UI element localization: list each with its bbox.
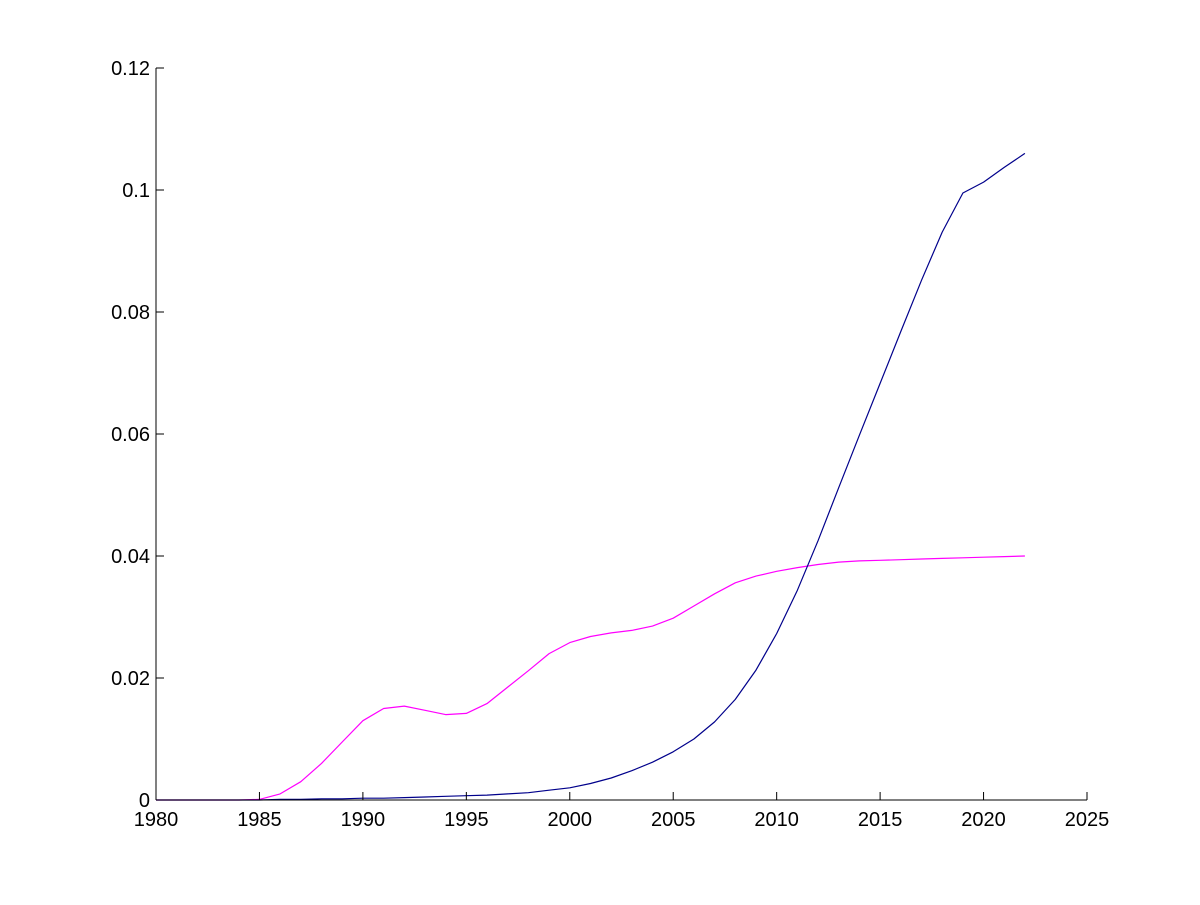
plot-lines [156,152,1026,801]
series-line-2 [156,152,1026,801]
y-tick-label: 0 [139,790,150,812]
y-tick-label: 0.12 [111,58,150,80]
x-tick-label: 2000 [548,809,593,831]
y-tick-label: 0.02 [111,668,150,690]
y-axis-ticks: 0 0.02 0.04 0.06 0.08 0.1 0.12 [111,58,164,812]
y-tick-label: 0.06 [111,424,150,446]
x-tick-label: 2025 [1065,809,1110,831]
y-tick-label: 0.08 [111,302,150,324]
x-tick-label: 1980 [134,809,179,831]
x-tick-label: 1985 [237,809,282,831]
y-tick-label: 0.04 [111,546,150,568]
x-tick-label: 1990 [341,809,386,831]
x-tick-label: 2005 [651,809,696,831]
axes [155,68,1087,801]
y-tick-label: 0.1 [122,180,150,202]
x-tick-label: 1995 [444,809,489,831]
x-tick-label: 2015 [858,809,903,831]
x-axis-ticks: 1980 1985 1990 1995 2000 2005 2010 2015 2020 2025 [134,792,1110,831]
x-tick-label: 2020 [961,809,1006,831]
x-tick-label: 2010 [754,809,799,831]
series-line-1 [156,555,1025,801]
